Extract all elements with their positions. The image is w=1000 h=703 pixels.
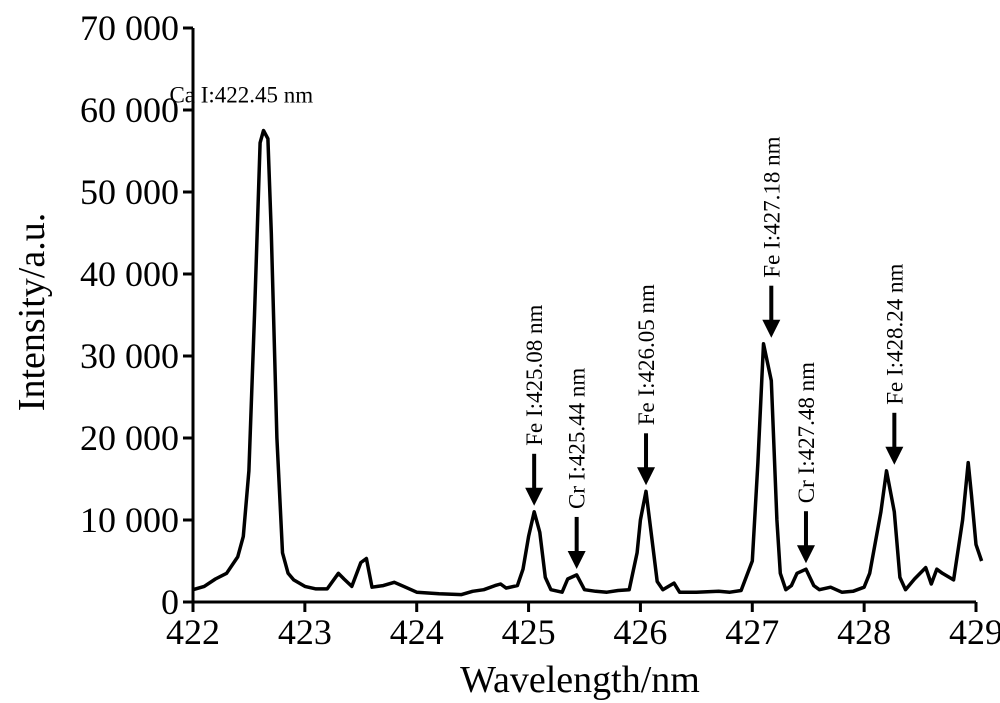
x-tick-label: 422 <box>166 612 220 652</box>
x-tick-label: 425 <box>502 612 556 652</box>
arrow-head <box>567 550 586 569</box>
arrow-head <box>637 467 656 486</box>
y-tick-label: 50 000 <box>80 172 179 212</box>
peak-label: Cr I:425.44 nm <box>565 368 590 509</box>
series-layer <box>192 128 984 597</box>
x-tick-label: 426 <box>613 612 667 652</box>
y-axis-title: Intensity/a.u. <box>11 213 53 411</box>
y-tick-label: 20 000 <box>80 418 179 458</box>
x-tick-label: 424 <box>390 612 444 652</box>
peak-label: Fe I:427.18 nm <box>759 136 784 277</box>
y-tick-label: 30 000 <box>80 336 179 376</box>
arrow-head <box>525 487 544 506</box>
x-tick-label: 429 <box>949 612 1000 652</box>
y-tick-label: 40 000 <box>80 254 179 294</box>
y-tick-label: 0 <box>161 582 179 622</box>
arrow-head <box>885 446 904 465</box>
peak-label: Cr I:427.48 nm <box>794 362 819 503</box>
y-axis: 0 10 000 20 000 30 000 40 000 50 000 60 000 70 … <box>80 8 195 622</box>
peak-label: Fe I:425.08 nm <box>522 305 547 446</box>
annotation-layer: Ca I:422.45 nm Fe I:425.08 nm Cr I:425.44 … <box>169 83 907 569</box>
arrow-head <box>796 545 815 564</box>
arrow-head <box>762 319 781 338</box>
y-tick-label: 60 000 <box>80 90 179 130</box>
y-tick-label: 70 000 <box>80 8 179 48</box>
x-axis-title: Wavelength/nm <box>460 659 700 701</box>
peak-label: Ca I:422.45 nm <box>169 83 313 108</box>
peak-label: Fe I:426.05 nm <box>634 284 659 425</box>
x-axis: 422 423 424 425 426 427 428 429 <box>166 600 1000 652</box>
x-tick-label: 427 <box>725 612 779 652</box>
x-tick-label: 423 <box>278 612 332 652</box>
y-tick-label: 10 000 <box>80 500 179 540</box>
peak-label: Fe I:428.24 nm <box>882 264 907 405</box>
x-tick-label: 428 <box>837 612 891 652</box>
spectrum-line <box>192 128 984 597</box>
